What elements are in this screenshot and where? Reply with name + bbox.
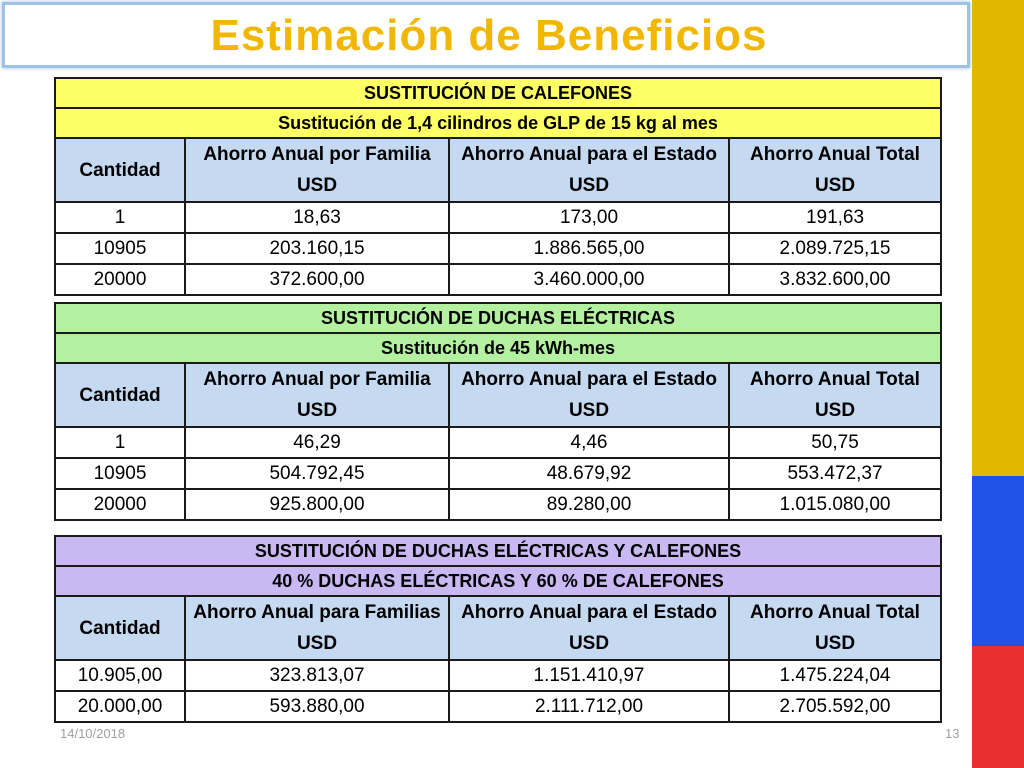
cell-total: 191,63 — [727, 201, 943, 234]
cell-estado: 89.280,00 — [448, 488, 730, 521]
table-heading: SUSTITUCIÓN DE CALEFONES — [53, 77, 943, 109]
cell-estado: 48.679,92 — [448, 457, 730, 490]
col-header-unit: USD — [814, 633, 856, 654]
cell-familia: 372.600,00 — [184, 263, 450, 296]
cell-familia: 18,63 — [184, 201, 450, 234]
col-header-familia-label: Ahorro Anual por Familia — [203, 369, 431, 390]
cell-total: 2.705.592,00 — [727, 690, 943, 723]
cell-familia: 203.160,15 — [184, 232, 450, 265]
cell-cantidad: 1 — [54, 426, 186, 459]
table-combinada: SUSTITUCIÓN DE DUCHAS ELÉCTRICAS Y CALEF… — [53, 535, 943, 723]
title-box: Estimación de Beneficios — [2, 2, 970, 68]
table-subheading: Sustitución de 1,4 cilindros de GLP de 1… — [53, 107, 943, 139]
table-heading: SUSTITUCIÓN DE DUCHAS ELÉCTRICAS — [53, 302, 943, 334]
col-header-estado: Ahorro Anual para el Estado USD — [448, 595, 730, 661]
col-header-total: Ahorro Anual Total USD — [727, 137, 943, 203]
col-header-familia: Ahorro Anual para Familias USD — [184, 595, 450, 661]
table-row: 20.000,00 593.880,00 2.111.712,00 2.705.… — [54, 690, 943, 723]
table-row: 10905 504.792,45 48.679,92 553.472,37 — [54, 457, 943, 490]
col-header-estado: Ahorro Anual para el Estado USD — [448, 137, 730, 203]
cell-total: 1.475.224,04 — [727, 659, 943, 692]
col-header-total: Ahorro Anual Total USD — [727, 362, 943, 428]
col-header-estado-label: Ahorro Anual para el Estado — [461, 144, 717, 165]
table-heading: SUSTITUCIÓN DE DUCHAS ELÉCTRICAS Y CALEF… — [53, 535, 943, 567]
table-subheading: 40 % DUCHAS ELÉCTRICAS Y 60 % DE CALEFON… — [53, 565, 943, 597]
page-title: Estimación de Beneficios — [210, 11, 768, 60]
cell-cantidad: 20.000,00 — [54, 690, 186, 723]
col-header-unit: USD — [814, 175, 856, 196]
table-row: 10.905,00 323.813,07 1.151.410,97 1.475.… — [54, 659, 943, 692]
cell-familia: 593.880,00 — [184, 690, 450, 723]
col-header-unit: USD — [568, 175, 610, 196]
cell-estado: 173,00 — [448, 201, 730, 234]
flag-red-band — [972, 646, 1024, 768]
table-row: 20000 925.800,00 89.280,00 1.015.080,00 — [54, 488, 943, 521]
cell-familia: 323.813,07 — [184, 659, 450, 692]
cell-total: 553.472,37 — [727, 457, 943, 490]
col-header-unit: USD — [568, 633, 610, 654]
footer-date: 14/10/2018 — [60, 726, 126, 741]
table-row: 1 46,29 4,46 50,75 — [54, 426, 943, 459]
col-header-total-label: Ahorro Anual Total — [750, 144, 920, 165]
table-subheading: Sustitución de 45 kWh-mes — [53, 332, 943, 364]
cell-cantidad: 10905 — [54, 457, 186, 490]
col-header-unit: USD — [296, 633, 338, 654]
col-header-estado-label: Ahorro Anual para el Estado — [461, 602, 717, 623]
col-header-total-label: Ahorro Anual Total — [750, 602, 920, 623]
col-header-familia: Ahorro Anual por Familia USD — [184, 137, 450, 203]
col-header-familia: Ahorro Anual por Familia USD — [184, 362, 450, 428]
col-header-unit: USD — [568, 400, 610, 421]
col-header-total-label: Ahorro Anual Total — [750, 369, 920, 390]
table-duchas: SUSTITUCIÓN DE DUCHAS ELÉCTRICAS Sustitu… — [53, 302, 943, 521]
cell-cantidad: 10905 — [54, 232, 186, 265]
col-header-familia-label: Ahorro Anual para Familias — [193, 602, 441, 623]
table-calefones: SUSTITUCIÓN DE CALEFONES Sustitución de … — [53, 77, 943, 296]
cell-familia: 925.800,00 — [184, 488, 450, 521]
cell-estado: 4,46 — [448, 426, 730, 459]
cell-cantidad: 20000 — [54, 263, 186, 296]
cell-estado: 3.460.000,00 — [448, 263, 730, 296]
col-header-estado-label: Ahorro Anual para el Estado — [461, 369, 717, 390]
col-header-unit: USD — [296, 400, 338, 421]
col-header-cantidad: Cantidad — [54, 362, 186, 428]
cell-total: 1.015.080,00 — [727, 488, 943, 521]
cell-total: 2.089.725,15 — [727, 232, 943, 265]
col-header-cantidad: Cantidad — [54, 137, 186, 203]
col-header-unit: USD — [814, 400, 856, 421]
cell-cantidad: 10.905,00 — [54, 659, 186, 692]
cell-total: 3.832.600,00 — [727, 263, 943, 296]
cell-cantidad: 1 — [54, 201, 186, 234]
col-header-cantidad: Cantidad — [54, 595, 186, 661]
page-number: 13 — [945, 726, 960, 741]
col-header-unit: USD — [296, 175, 338, 196]
table-row: 1 18,63 173,00 191,63 — [54, 201, 943, 234]
col-header-familia-label: Ahorro Anual por Familia — [203, 144, 431, 165]
flag-decoration — [972, 0, 1024, 768]
cell-cantidad: 20000 — [54, 488, 186, 521]
cell-familia: 504.792,45 — [184, 457, 450, 490]
cell-estado: 2.111.712,00 — [448, 690, 730, 723]
table-row: 20000 372.600,00 3.460.000,00 3.832.600,… — [54, 263, 943, 296]
flag-blue-band — [972, 476, 1024, 646]
table-row: 10905 203.160,15 1.886.565,00 2.089.725,… — [54, 232, 943, 265]
cell-familia: 46,29 — [184, 426, 450, 459]
cell-estado: 1.886.565,00 — [448, 232, 730, 265]
cell-estado: 1.151.410,97 — [448, 659, 730, 692]
cell-total: 50,75 — [727, 426, 943, 459]
col-header-total: Ahorro Anual Total USD — [727, 595, 943, 661]
col-header-estado: Ahorro Anual para el Estado USD — [448, 362, 730, 428]
flag-yellow-band — [972, 0, 1024, 476]
